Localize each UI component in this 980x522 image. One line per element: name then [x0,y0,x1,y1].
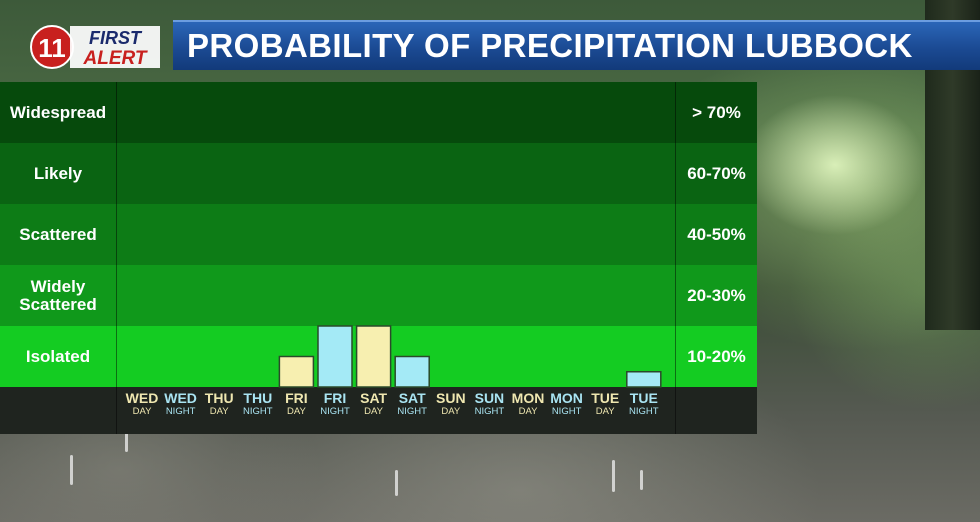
x-tick-day: SUN [436,390,466,406]
bar-tue-night [626,371,662,388]
level-label-widely-scattered: Widely Scattered [19,276,97,314]
x-tick-fri-day: FRI DAY [277,390,315,418]
first-alert-logo: 11 FIRST ALERT [30,25,160,69]
rain-splash [125,430,128,452]
x-tick-period: NIGHT [551,406,582,417]
rain-splash [70,455,73,485]
x-tick-tue-night: TUE NIGHT [625,390,663,418]
x-tick-day: THU [243,390,273,406]
x-tick-day: TUE [591,390,620,406]
x-tick-sun-day: SUN DAY [432,390,470,418]
logo-number: 11 [38,33,66,63]
bar-fri-day [278,355,315,388]
level-range-scattered: 40-50% [687,224,746,244]
level-range-likely: 60-70% [687,163,746,183]
logo-alert: ALERT [83,48,148,69]
x-tick-period: NIGHT [243,406,273,417]
x-tick-day: SUN [474,390,505,406]
bar-sat-day [355,325,392,388]
left-divider [116,82,117,434]
x-tick-sat-day: SAT DAY [355,390,393,418]
x-tick-day: TUE [629,390,658,406]
x-tick-day: THU [204,390,234,406]
x-tick-mon-night: MON NIGHT [548,390,586,418]
band-scattered [0,204,757,265]
x-tick-period: DAY [441,406,461,417]
x-tick-thu-night: THU NIGHT [239,390,277,418]
bar-sat-night [394,355,430,388]
x-tick-day: SAT [398,390,426,406]
level-range-isolated: 10-20% [687,346,746,366]
level-label-likely: Likely [33,163,83,183]
x-tick-period: DAY [595,406,615,417]
rain-splash [395,470,398,496]
x-tick-period: DAY [286,406,306,417]
band-widely-scattered [0,265,757,326]
x-tick-period: NIGHT [474,406,505,417]
x-tick-period: DAY [364,406,384,417]
x-tick-mon-day: MON DAY [509,390,547,418]
x-tick-wed-day: WED DAY [123,390,161,418]
x-tick-day: FRI [285,390,308,406]
bars-layer [278,325,662,388]
x-tick-period: NIGHT [320,406,350,417]
x-tick-sat-night: SAT NIGHT [393,390,431,418]
x-tick-day: MON [550,390,583,406]
level-label-isolated: Isolated [25,346,91,366]
x-tick-period: NIGHT [165,406,196,417]
bar-fri-night [317,325,353,388]
x-tick-day: WED [125,390,159,406]
level-range-widely-scattered: 20-30% [687,285,746,305]
x-tick-sun-night: SUN NIGHT [470,390,508,418]
x-tick-day: SAT [360,390,388,406]
band-likely [0,143,757,204]
x-tick-day: FRI [323,390,347,406]
rain-splash [612,460,615,492]
precip-chart: Widespread Likely Scattered Widely Scatt… [0,82,757,434]
right-divider [675,82,676,434]
level-label-widespread: Widespread [9,102,107,122]
level-label-scattered: Scattered [19,224,97,244]
x-tick-period: NIGHT [397,406,427,417]
title-bar: PROBABILITY OF PRECIPITATION LUBBOCK [173,20,980,70]
x-axis-strip [0,387,757,434]
x-tick-tue-day: TUE DAY [586,390,624,418]
x-tick-fri-night: FRI NIGHT [316,390,354,418]
x-tick-period: DAY [209,406,229,417]
x-tick-period: DAY [132,406,152,417]
band-widespread [0,82,757,143]
x-tick-day: WED [164,390,197,406]
rain-splash [640,470,643,490]
x-tick-period: DAY [518,406,538,417]
logo-first: FIRST [89,28,143,48]
level-range-widespread: > 70% [692,102,741,122]
x-tick-wed-night: WED NIGHT [162,390,200,418]
x-tick-day: MON [511,390,545,406]
x-tick-period: NIGHT [629,406,659,417]
x-tick-thu-day: THU DAY [200,390,238,418]
chart-title: PROBABILITY OF PRECIPITATION LUBBOCK [187,27,913,64]
